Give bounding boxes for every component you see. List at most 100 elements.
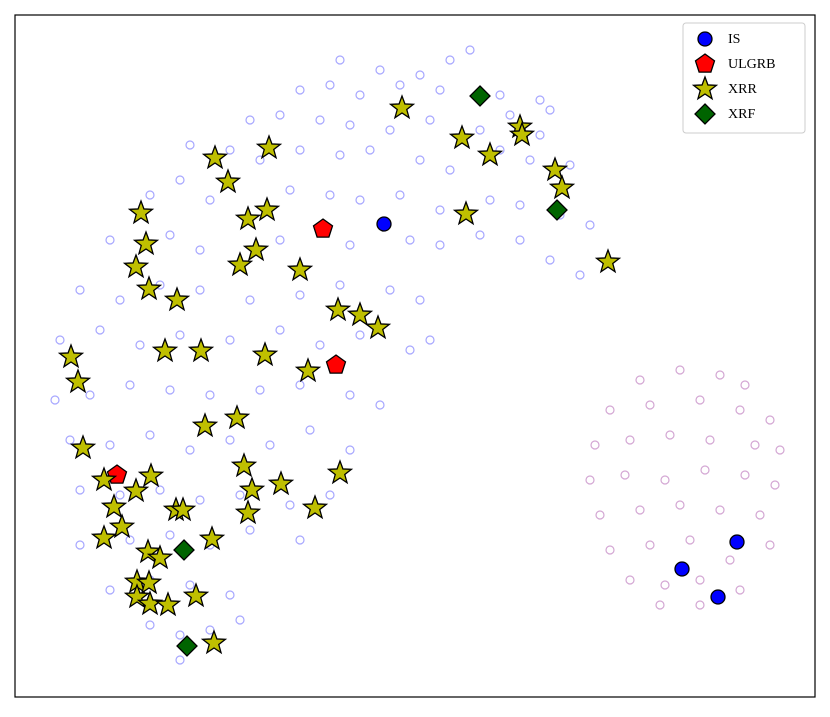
point xyxy=(135,340,145,350)
point xyxy=(295,85,305,95)
point xyxy=(134,538,162,564)
point xyxy=(715,505,725,515)
point xyxy=(165,385,175,395)
point xyxy=(175,330,185,340)
point xyxy=(594,248,622,274)
point xyxy=(775,445,785,455)
point xyxy=(324,296,352,322)
point xyxy=(415,70,425,80)
point xyxy=(725,555,735,565)
point xyxy=(405,235,415,245)
point xyxy=(595,510,605,520)
point xyxy=(325,354,347,374)
point xyxy=(388,94,416,120)
point xyxy=(225,590,235,600)
point xyxy=(155,485,165,495)
point xyxy=(475,125,485,135)
point xyxy=(535,130,545,140)
point xyxy=(605,545,615,555)
point xyxy=(546,199,568,221)
point xyxy=(136,590,164,616)
point xyxy=(165,230,175,240)
point xyxy=(435,205,445,215)
point xyxy=(253,196,281,222)
legend-label: ULGRB xyxy=(728,57,775,72)
point xyxy=(452,200,480,226)
point xyxy=(315,115,325,125)
point xyxy=(445,55,455,65)
point xyxy=(590,440,600,450)
legend-symbol xyxy=(697,31,713,47)
point xyxy=(275,235,285,245)
point xyxy=(405,345,415,355)
point xyxy=(305,425,315,435)
point xyxy=(251,341,279,367)
point xyxy=(325,490,335,500)
point xyxy=(295,535,305,545)
point xyxy=(294,357,322,383)
point xyxy=(545,255,555,265)
point xyxy=(685,535,695,545)
point xyxy=(515,235,525,245)
point xyxy=(435,85,445,95)
point xyxy=(154,591,182,617)
point xyxy=(655,600,665,610)
point xyxy=(675,365,685,375)
point xyxy=(245,115,255,125)
point xyxy=(234,499,262,525)
point xyxy=(115,295,125,305)
point xyxy=(187,337,215,363)
point xyxy=(267,470,295,496)
point xyxy=(195,245,205,255)
point xyxy=(385,285,395,295)
point xyxy=(535,95,545,105)
point xyxy=(285,500,295,510)
point xyxy=(635,505,645,515)
point xyxy=(145,430,155,440)
point xyxy=(495,90,505,100)
point xyxy=(345,240,355,250)
point xyxy=(295,290,305,300)
point xyxy=(355,90,365,100)
point xyxy=(245,525,255,535)
point xyxy=(625,435,635,445)
point xyxy=(135,569,163,595)
point xyxy=(200,629,228,655)
legend-symbol xyxy=(691,75,719,101)
point xyxy=(625,575,635,585)
point xyxy=(645,540,655,550)
point xyxy=(90,466,118,492)
point xyxy=(295,145,305,155)
point xyxy=(700,465,710,475)
point xyxy=(85,390,95,400)
point xyxy=(123,583,151,609)
point xyxy=(286,256,314,282)
point xyxy=(225,145,235,155)
point xyxy=(205,195,215,205)
point xyxy=(205,390,215,400)
point xyxy=(525,155,535,165)
point xyxy=(695,600,705,610)
point xyxy=(376,216,392,232)
point xyxy=(469,85,491,107)
point xyxy=(137,462,165,488)
point xyxy=(585,220,595,230)
point xyxy=(135,275,163,301)
point xyxy=(415,155,425,165)
point xyxy=(125,535,135,545)
point xyxy=(245,295,255,305)
point xyxy=(255,155,265,165)
legend: IS ULGRB XRR XRF xyxy=(682,22,806,134)
point xyxy=(635,375,645,385)
point xyxy=(415,295,425,305)
point xyxy=(105,235,115,245)
point xyxy=(182,582,210,608)
point xyxy=(122,477,150,503)
point xyxy=(175,630,185,640)
point xyxy=(674,561,690,577)
point xyxy=(185,445,195,455)
point xyxy=(735,585,745,595)
point xyxy=(585,475,595,485)
point xyxy=(345,390,355,400)
